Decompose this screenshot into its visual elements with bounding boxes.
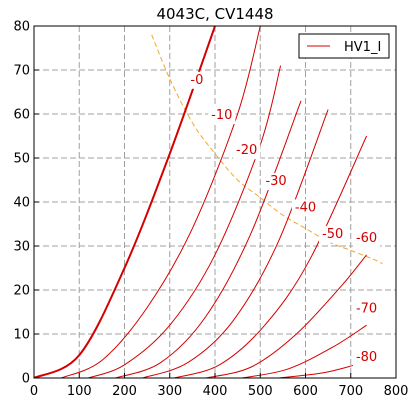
curve-label: -10	[211, 108, 232, 123]
curve-g70	[242, 324, 367, 378]
x-tick-label: 100	[67, 384, 92, 399]
curve-g0	[34, 26, 216, 378]
curve-label: -40	[295, 200, 316, 215]
curve-label-bg	[233, 142, 261, 160]
curve-label: -70	[356, 302, 377, 317]
legend: HV1_I	[298, 33, 390, 59]
y-tick-label: 20	[13, 284, 30, 299]
curve-g60	[205, 254, 367, 378]
curve-g50	[174, 135, 368, 378]
legend-label: HV1_I	[344, 40, 381, 55]
curve-g80	[278, 364, 356, 378]
x-tick-label: 500	[248, 384, 273, 399]
y-tick-label: 40	[13, 196, 30, 211]
curve-label-bg	[208, 107, 236, 124]
curve-label: -20	[236, 143, 257, 158]
y-tick-label: 0	[22, 372, 30, 387]
x-tick-label: 700	[338, 384, 363, 399]
curve-label: -0	[190, 73, 203, 88]
curve-g30	[115, 100, 302, 378]
x-tick-label: 600	[293, 384, 318, 399]
y-axis-ticks: 0 10 20 30 40 50 60 70 80	[13, 20, 39, 387]
curve-g20	[88, 65, 282, 378]
curve-label: -30	[265, 174, 286, 189]
curve-label-bg	[352, 349, 381, 366]
curve-g10	[60, 26, 261, 378]
y-tick-label: 80	[13, 20, 30, 35]
plate-curves	[34, 26, 368, 378]
y-tick-label: 70	[13, 64, 30, 79]
x-tick-label: 0	[30, 384, 38, 399]
grid	[34, 26, 396, 378]
plot-frame	[33, 25, 397, 379]
y-tick-label: 60	[13, 108, 30, 123]
y-tick-label: 50	[13, 152, 30, 167]
dissipation-line	[151, 34, 383, 265]
curve-g40	[142, 109, 329, 378]
curve-label: -60	[356, 231, 377, 246]
x-axis-ticks: 0 100 200 300 400 500 600 700 800	[30, 373, 409, 399]
curve-label-bg	[319, 225, 347, 243]
x-tick-label: 300	[157, 384, 182, 399]
curve-labels: -0 -10 -20 -30 -40 -50 -60 -70 -80	[187, 71, 381, 366]
x-tick-label: 200	[112, 384, 137, 399]
y-tick-label: 30	[13, 240, 30, 255]
curve-label-bg	[352, 230, 381, 248]
curve-label-bg	[262, 173, 290, 190]
y-tick-label: 10	[13, 328, 30, 343]
dissipation-curve	[151, 34, 383, 265]
curve-label-bg	[187, 71, 207, 89]
curve-label: -80	[356, 350, 377, 365]
curve-label-bg	[352, 300, 381, 318]
x-tick-label: 800	[384, 384, 409, 399]
x-tick-label: 400	[203, 384, 228, 399]
curve-label: -50	[322, 227, 343, 242]
chart-title: 4043C, CV1448	[156, 5, 273, 23]
curve-label-bg	[291, 199, 320, 217]
